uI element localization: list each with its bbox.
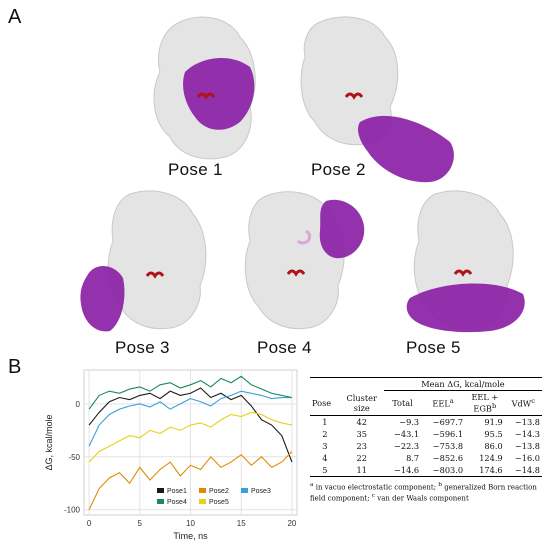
pose-4-label: Pose 4 [257,338,312,357]
legend-label-pose1: Pose1 [167,488,187,495]
panel-b-letter: B [8,356,22,378]
series-line-pose3 [88,390,292,447]
col-vdw: VdWc [511,397,536,409]
legend-swatch-pose1 [157,488,164,493]
pose-2-label: Pose 2 [311,160,366,179]
col-cluster: Cluster size [346,392,377,413]
x-tick-label: 10 [186,519,195,528]
pose-2-image [290,12,470,187]
pose-4-image [236,186,376,336]
x-axis-label: Time, ns [173,531,208,541]
pose-5-image [395,186,545,336]
col-total: Total [392,397,413,408]
table-row: 3 23 −22.3 −753.8 86.0 −13.8 [322,440,540,451]
y-tick-label: -50 [68,453,80,462]
legend-swatch-pose3 [241,488,248,493]
pose-3-label: Pose 3 [115,338,170,357]
y-axis-label: ΔG, kcal/mole [44,414,54,470]
series-line-pose1 [88,387,293,463]
series-line-pose2 [88,451,293,510]
pose-3-image [75,186,225,336]
x-tick-label: 15 [237,519,246,528]
legend-label-pose4: Pose4 [167,499,187,506]
col-pose: Pose [312,397,332,408]
table-row: 5 11 −14.6 −803.0 174.6 −14.8 [310,464,542,477]
table-row: 4 22 8.7 −852.6 124.9 −16.0 [322,452,540,463]
legend-label-pose2: Pose2 [209,488,229,495]
table-row: 2 35 −43.1 −596.1 95.5 −14.3 [322,428,540,439]
legend-swatch-pose2 [199,488,206,493]
panel-a-letter: A [8,6,22,28]
x-tick-label: 5 [138,519,143,528]
legend-label-pose5: Pose5 [209,499,229,506]
col-eel-egb: EEL + EGBb [471,392,499,414]
dg-time-chart: 0 5 10 15 20 0 -50 -100 Time, ns ΔG, kcal/mole Pos… [44,369,298,541]
series-line-pose4 [88,375,293,410]
pose-1-image [140,12,270,162]
pose-5-label: Pose 5 [406,338,461,357]
energy-table: Mean ΔG, kcal/mole Pose Cluster size Tota… [310,377,542,503]
legend-swatch-pose5 [199,499,206,504]
x-tick-label: 20 [287,519,296,528]
col-eel: EELa [432,397,454,409]
y-tick-label: 0 [76,400,81,409]
table-header-group: Mean ΔG, kcal/mole [383,377,542,391]
table-row: 1 42 −9.3 −697.7 91.9 −13.8 [322,416,540,427]
y-tick-label: -100 [64,506,81,515]
pose-1-label: Pose 1 [168,160,223,179]
legend-label-pose3: Pose3 [251,488,271,495]
x-tick-label: 0 [87,519,92,528]
legend-swatch-pose4 [157,499,164,504]
table-footnote: a in vacuo electrostatic component; b ge… [310,481,537,503]
series-line-pose5 [88,411,293,463]
